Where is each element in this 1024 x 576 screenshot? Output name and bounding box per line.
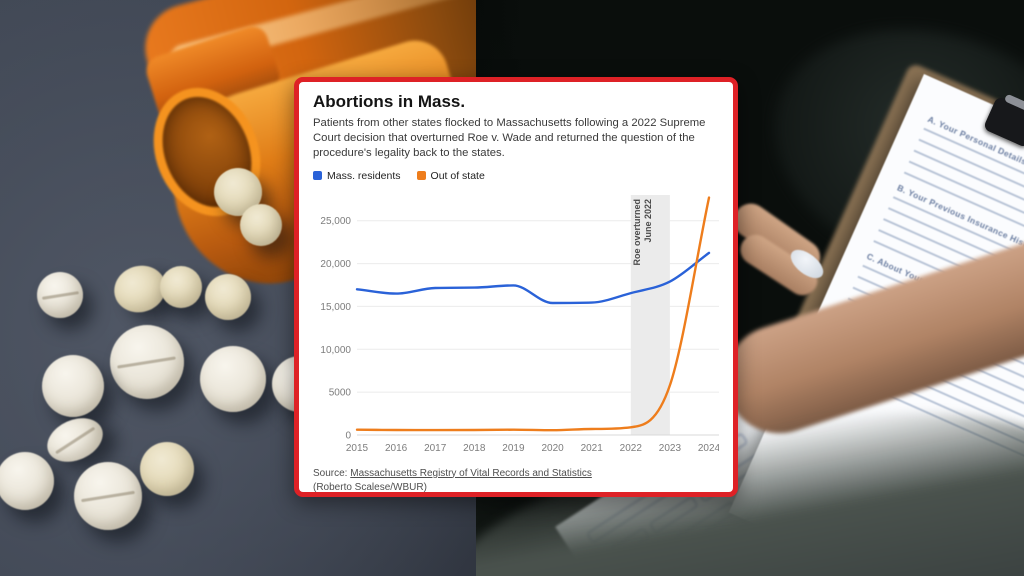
pill bbox=[140, 442, 194, 496]
svg-text:2023: 2023 bbox=[659, 443, 682, 454]
pill bbox=[37, 272, 83, 318]
svg-text:5000: 5000 bbox=[329, 387, 352, 398]
svg-text:2016: 2016 bbox=[385, 443, 408, 454]
pill bbox=[0, 452, 54, 510]
svg-text:2019: 2019 bbox=[502, 443, 525, 454]
chart-subtitle: Patients from other states flocked to Ma… bbox=[313, 116, 706, 160]
chart-card: Abortions in Mass. Patients from other s… bbox=[294, 77, 738, 497]
svg-text:10,000: 10,000 bbox=[320, 344, 351, 355]
credit-line: (Roberto Scalese/WBUR) bbox=[313, 482, 427, 494]
legend-item-out-of-state: Out of state bbox=[416, 169, 485, 182]
svg-text:2021: 2021 bbox=[581, 443, 604, 454]
pill bbox=[240, 204, 282, 246]
svg-text:2018: 2018 bbox=[463, 443, 486, 454]
svg-text:2022: 2022 bbox=[620, 443, 643, 454]
legend-item-mass-residents: Mass. residents bbox=[313, 170, 401, 182]
svg-text:2024: 2024 bbox=[698, 443, 719, 454]
svg-text:Roe overturnedJune 2022: Roe overturnedJune 2022 bbox=[632, 199, 653, 266]
pill bbox=[160, 266, 202, 308]
pill bbox=[200, 346, 266, 412]
pill bbox=[42, 355, 104, 417]
svg-text:25,000: 25,000 bbox=[320, 216, 351, 227]
legend-label: Out of state bbox=[430, 169, 485, 182]
pill bbox=[40, 409, 110, 471]
legend-label: Mass. residents bbox=[327, 169, 401, 182]
svg-text:2015: 2015 bbox=[346, 443, 369, 454]
svg-text:20,000: 20,000 bbox=[320, 259, 351, 270]
svg-text:15,000: 15,000 bbox=[320, 302, 351, 313]
svg-text:2020: 2020 bbox=[541, 443, 564, 454]
svg-text:2017: 2017 bbox=[424, 443, 447, 454]
pill bbox=[205, 274, 251, 320]
source-link[interactable]: Massachusetts Registry of Vital Records … bbox=[350, 467, 592, 479]
pill bbox=[74, 462, 142, 530]
svg-text:0: 0 bbox=[345, 430, 351, 441]
line-chart: 0 5000 10,000 15,000 20,000 25,000 2015 2016 201… bbox=[320, 194, 721, 454]
chart-legend: Mass. residents Out of state bbox=[313, 170, 719, 182]
pill bbox=[110, 325, 184, 399]
source-line: Source: Massachusetts Registry of Vital … bbox=[313, 467, 719, 496]
chart-title: Abortions in Mass. bbox=[313, 92, 466, 111]
legend-swatch-orange bbox=[416, 171, 426, 181]
source-prefix: Source: bbox=[313, 467, 348, 479]
legend-swatch-blue bbox=[313, 171, 322, 181]
